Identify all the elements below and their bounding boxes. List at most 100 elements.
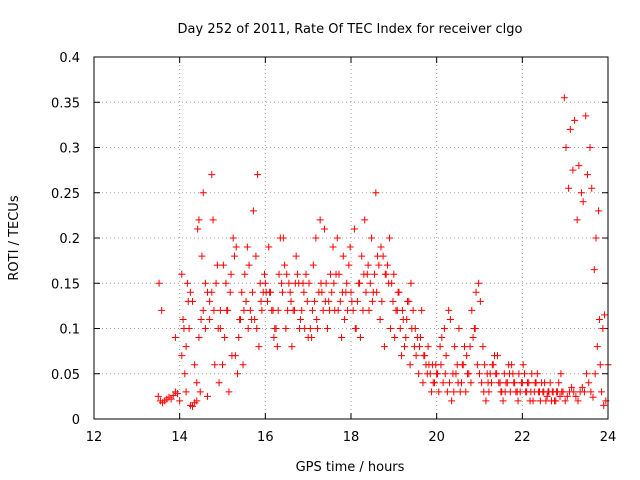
data-point-marker — [284, 306, 292, 314]
y-axis-label: ROTI / TECUs — [7, 195, 22, 280]
data-point-marker — [196, 388, 204, 396]
data-point-marker — [281, 261, 289, 269]
data-point-marker — [438, 334, 446, 342]
data-point-marker — [309, 261, 317, 269]
data-point-marker — [358, 252, 366, 260]
data-point-marker — [171, 334, 179, 342]
data-point-marker — [316, 216, 324, 224]
data-point-marker — [296, 315, 304, 323]
data-points — [154, 94, 612, 410]
data-point-marker — [423, 370, 431, 378]
data-point-marker — [485, 388, 493, 396]
data-point-marker — [556, 392, 564, 400]
data-point-marker — [481, 361, 489, 369]
data-point-marker — [580, 388, 588, 396]
y-tick-label: 0.15 — [51, 277, 80, 292]
data-point-marker — [526, 397, 534, 405]
data-point-marker — [598, 388, 606, 396]
data-point-marker — [356, 334, 364, 342]
data-point-marker — [539, 388, 547, 396]
data-point-marker — [314, 325, 322, 332]
data-point-marker — [487, 379, 495, 387]
data-point-marker — [212, 279, 220, 287]
data-point-marker — [221, 334, 229, 342]
data-point-marker — [222, 279, 230, 287]
data-point-marker — [182, 343, 190, 351]
data-point-marker — [541, 379, 549, 387]
data-point-marker — [590, 266, 598, 274]
data-point-marker — [595, 207, 603, 215]
data-point-marker — [560, 94, 568, 102]
data-point-marker — [362, 288, 370, 296]
data-point-marker — [476, 297, 484, 305]
tick-labels: 12 14 16 18 20 22 24 0 0.05 0.1 0.15 0.2 0.25 0.3 0.35… — [51, 51, 616, 445]
data-point-marker — [288, 343, 296, 351]
data-point-marker — [178, 352, 186, 360]
data-point-marker — [570, 388, 578, 396]
data-point-marker — [186, 288, 194, 296]
data-point-marker — [515, 370, 523, 378]
data-point-marker — [578, 383, 586, 391]
data-point-marker — [579, 198, 587, 206]
x-tick-label: 12 — [86, 430, 103, 445]
data-point-marker — [587, 388, 595, 396]
data-point-marker — [342, 288, 350, 296]
data-point-marker — [178, 270, 186, 278]
data-point-marker — [386, 234, 394, 242]
data-point-marker — [390, 270, 398, 278]
data-point-marker — [197, 315, 205, 323]
data-point-marker — [368, 297, 376, 305]
data-point-marker — [393, 306, 401, 314]
data-point-marker — [453, 361, 461, 369]
data-point-marker — [335, 270, 343, 278]
y-tick-label: 0.1 — [59, 323, 80, 338]
data-point-marker — [189, 297, 197, 305]
data-point-marker — [582, 112, 590, 120]
data-point-marker — [440, 325, 448, 332]
data-point-marker — [493, 352, 501, 360]
data-point-marker — [155, 279, 163, 287]
data-point-marker — [201, 325, 209, 332]
data-point-marker — [232, 243, 240, 251]
data-point-marker — [573, 216, 581, 224]
data-point-marker — [583, 171, 591, 179]
data-point-marker — [290, 306, 298, 314]
data-point-marker — [401, 343, 409, 351]
data-point-marker — [562, 144, 570, 151]
data-point-marker — [369, 288, 377, 296]
data-point-marker — [446, 379, 454, 387]
data-point-marker — [245, 261, 253, 269]
grid-lines — [94, 57, 608, 419]
data-point-marker — [514, 397, 522, 405]
data-point-marker — [361, 216, 369, 224]
data-point-marker — [595, 315, 603, 323]
data-point-marker — [323, 325, 331, 332]
data-point-marker — [398, 352, 406, 360]
data-point-marker — [558, 388, 566, 396]
data-point-marker — [263, 297, 271, 305]
data-point-marker — [194, 225, 202, 233]
data-point-marker — [258, 306, 266, 314]
data-point-marker — [293, 270, 301, 278]
data-point-marker — [318, 288, 326, 296]
data-point-marker — [385, 279, 393, 287]
data-point-marker — [424, 343, 432, 351]
data-point-marker — [571, 116, 579, 124]
data-point-marker — [406, 361, 414, 369]
data-point-marker — [311, 297, 319, 305]
data-point-marker — [282, 325, 290, 332]
data-point-marker — [270, 334, 278, 342]
data-point-marker — [428, 388, 436, 396]
data-point-marker — [228, 352, 236, 360]
data-point-marker — [451, 343, 459, 351]
data-point-marker — [441, 370, 449, 378]
data-point-marker — [211, 361, 219, 369]
data-point-marker — [255, 343, 263, 351]
data-point-marker — [325, 297, 333, 305]
data-point-marker — [359, 306, 367, 314]
data-point-marker — [333, 234, 341, 242]
data-point-marker — [500, 370, 508, 378]
data-point-marker — [391, 334, 399, 342]
data-point-marker — [429, 379, 437, 387]
data-point-marker — [275, 270, 283, 278]
